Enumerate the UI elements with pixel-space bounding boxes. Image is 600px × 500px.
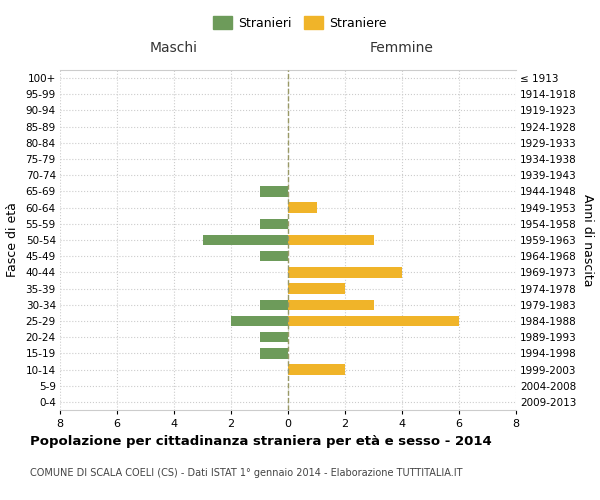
Y-axis label: Fasce di età: Fasce di età: [5, 202, 19, 278]
Bar: [260, 332, 288, 342]
Bar: [260, 186, 288, 196]
Bar: [260, 300, 288, 310]
Bar: [231, 316, 288, 326]
Bar: [288, 202, 317, 213]
Bar: [203, 234, 288, 246]
Bar: [260, 251, 288, 262]
Text: COMUNE DI SCALA COELI (CS) - Dati ISTAT 1° gennaio 2014 - Elaborazione TUTTITALI: COMUNE DI SCALA COELI (CS) - Dati ISTAT …: [30, 468, 463, 477]
Text: Popolazione per cittadinanza straniera per età e sesso - 2014: Popolazione per cittadinanza straniera p…: [30, 435, 492, 448]
Bar: [260, 348, 288, 358]
Legend: Stranieri, Straniere: Stranieri, Straniere: [208, 11, 392, 35]
Bar: [260, 218, 288, 229]
Bar: [288, 364, 345, 375]
Bar: [288, 284, 345, 294]
Bar: [288, 234, 373, 246]
Y-axis label: Anni di nascita: Anni di nascita: [581, 194, 593, 286]
Bar: [288, 300, 373, 310]
Text: Maschi: Maschi: [150, 41, 198, 55]
Bar: [288, 316, 459, 326]
Bar: [288, 267, 402, 278]
Text: Femmine: Femmine: [370, 41, 434, 55]
